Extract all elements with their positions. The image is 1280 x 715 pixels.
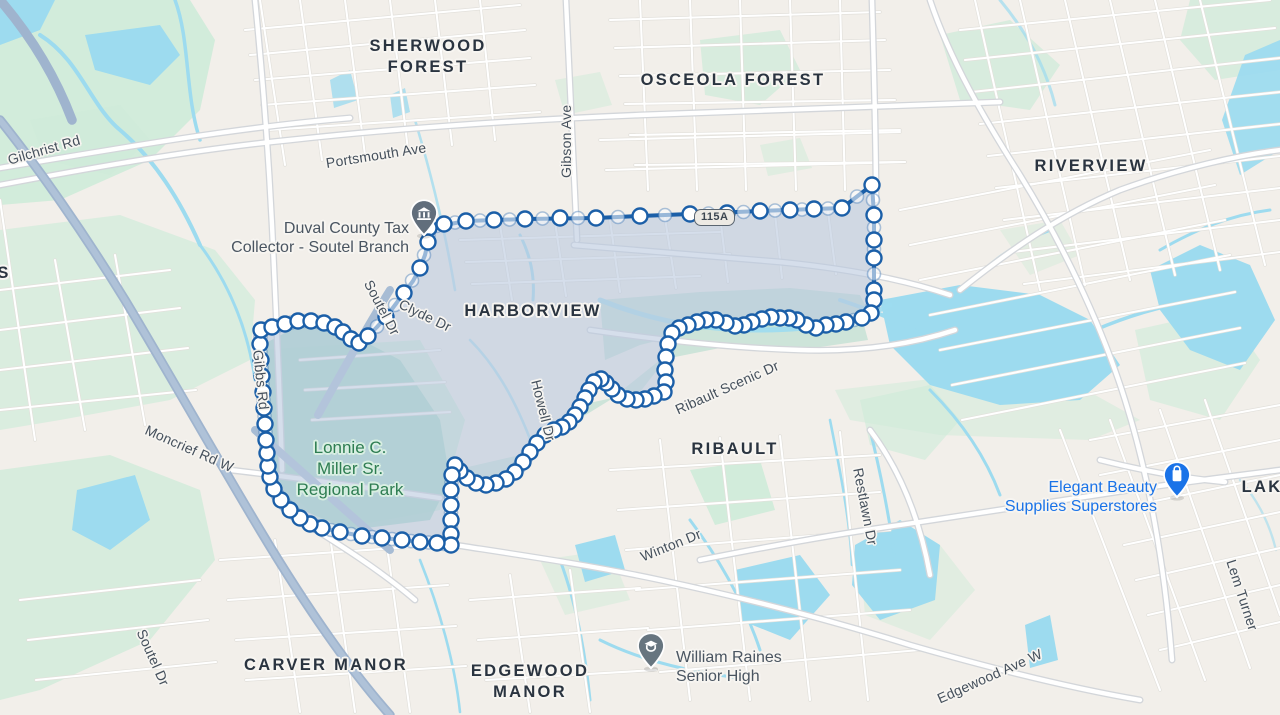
polygon-vertex-handle[interactable] — [457, 212, 475, 230]
polygon-vertex-handle[interactable] — [863, 176, 881, 194]
polygon-midpoint-handle[interactable] — [502, 212, 517, 227]
polygon-midpoint-handle[interactable] — [404, 273, 420, 288]
polygon-vertex-handle[interactable] — [853, 309, 871, 327]
polygon-vertex-handle[interactable] — [393, 531, 411, 549]
polygon-vertex-handle[interactable] — [551, 209, 569, 227]
polygon-vertex-handle[interactable] — [485, 211, 503, 229]
polygon-vertex-handle[interactable] — [255, 399, 273, 417]
polygon-vertex-handle[interactable] — [442, 481, 460, 499]
polygon-vertex-handle[interactable] — [865, 249, 883, 267]
polygon-midpoint-handle[interactable] — [610, 209, 626, 225]
polygon-midpoint-handle[interactable] — [472, 213, 488, 228]
polygon-vertex-handle[interactable] — [781, 201, 799, 219]
polygon-vertex-handle[interactable] — [428, 534, 446, 552]
polygon-vertex-handle[interactable] — [373, 529, 391, 547]
polygon-vertex-handle[interactable] — [442, 511, 460, 529]
polygon-vertex-handle[interactable] — [442, 536, 460, 554]
polygon-vertex-handle[interactable] — [865, 206, 883, 224]
government-pin-icon[interactable] — [408, 198, 440, 245]
polygon-midpoint-handle[interactable] — [866, 266, 882, 282]
polygon-midpoint-handle[interactable] — [820, 201, 836, 216]
polygon-midpoint-handle[interactable] — [535, 211, 550, 226]
polygon-vertex-handle[interactable] — [254, 383, 272, 401]
polygon-vertex-handle[interactable] — [331, 523, 349, 541]
polygon-vertex-handle[interactable] — [256, 415, 274, 433]
polygon-vertex-handle[interactable] — [411, 533, 429, 551]
polygon-vertex-handle[interactable] — [411, 259, 429, 277]
highways-inner — [0, 117, 393, 715]
polygon-midpoint-handle[interactable] — [767, 203, 783, 218]
polygon-vertex-handle[interactable] — [865, 231, 883, 249]
polygon-vertex-handle[interactable] — [253, 367, 271, 385]
polygon-vertex-handle[interactable] — [443, 466, 461, 484]
polygon-midpoint-handle[interactable] — [736, 204, 751, 220]
selection-polygon-group[interactable] — [251, 176, 883, 554]
school-pin-icon[interactable] — [635, 631, 667, 678]
polygon-midpoint-handle[interactable] — [657, 207, 673, 223]
polygon-vertex-handle[interactable] — [435, 215, 453, 233]
polygon-vertex-handle[interactable] — [252, 351, 270, 369]
polygon-vertex-handle[interactable] — [751, 202, 769, 220]
polygon-vertex-handle[interactable] — [805, 200, 823, 218]
polygon-vertex-handle[interactable] — [359, 327, 377, 345]
polygon-vertex-handle[interactable] — [442, 496, 460, 514]
polygon-midpoint-handle[interactable] — [865, 192, 881, 208]
polygon-midpoint-handle[interactable] — [570, 210, 586, 226]
polygon-vertex-handle[interactable] — [587, 209, 605, 227]
polygon-vertex-handle[interactable] — [257, 431, 275, 449]
polygon-midpoint-handle[interactable] — [849, 189, 865, 204]
highway-shield: 115A — [694, 209, 736, 226]
polygon-vertex-handle[interactable] — [516, 210, 534, 228]
polygon-vertex-handle[interactable] — [631, 207, 649, 225]
polygon-vertex-handle[interactable] — [353, 527, 371, 545]
polygon-vertex-handle[interactable] — [377, 308, 395, 326]
selection-polygon-fill[interactable] — [260, 185, 874, 545]
polygon-vertex-handle[interactable] — [395, 284, 413, 302]
polygon-midpoint-handle[interactable] — [387, 297, 403, 313]
polygon-vertex-handle[interactable] — [419, 233, 437, 251]
polygon-vertex-handle[interactable] — [833, 199, 851, 217]
shopping-bag-pin-icon[interactable] — [1161, 460, 1193, 507]
polygon-vertex-handle[interactable] — [251, 335, 269, 353]
polygon-vertex-handles[interactable] — [251, 176, 883, 554]
